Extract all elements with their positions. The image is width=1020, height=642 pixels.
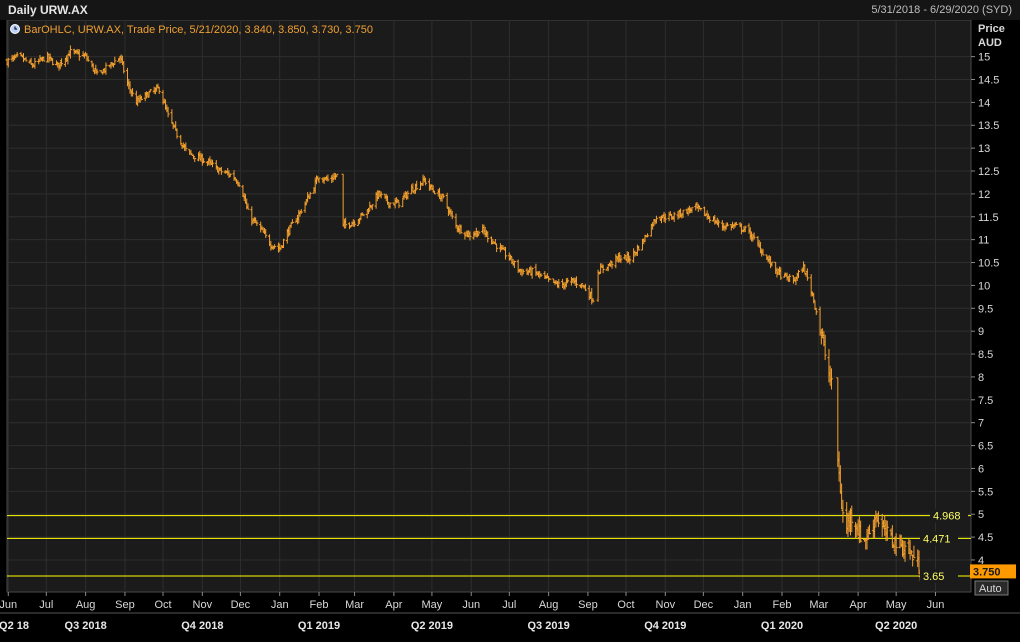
last-price-box: [970, 564, 1016, 579]
y-axis[interactable]: 4 4.5 5 5.5 6 6.5 7 7.5 8 8.5 9 9.5 10 10.5 11 11.5 12 12…: [971, 52, 999, 567]
x-quarter-label: Q4 2019: [644, 620, 686, 632]
chart-title: Daily URW.AX: [8, 3, 88, 17]
y-tick-label: 13: [978, 143, 990, 155]
y-tick-label: 8: [978, 372, 984, 384]
x-quarter-label: Q2 2019: [411, 620, 453, 632]
y-tick-label: 8.5: [978, 349, 993, 361]
x-month-label: Jun: [927, 599, 945, 611]
y-tick-label: 12: [978, 189, 990, 201]
x-month-label: Jun: [462, 599, 480, 611]
horizontal-line-label-bg: [920, 531, 958, 546]
x-axis[interactable]: Jun Jul Aug Sep Oct Nov Dec Jan Feb Mar Apr May Jun J…: [0, 592, 1020, 632]
x-month-label: Sep: [115, 599, 135, 611]
horizontal-line-label: 4.968: [933, 511, 961, 523]
x-month-label: Feb: [310, 599, 329, 611]
x-month-label: Jun: [0, 599, 17, 611]
auto-scale-label: Auto: [979, 583, 1002, 595]
price-chart[interactable]: BarOHLC, URW.AX, Trade Price, 5/21/2020,…: [0, 20, 1020, 642]
horizontal-line-label: 3.65: [923, 571, 944, 583]
y-tick-label: 10.5: [978, 258, 999, 270]
plot-area: [6, 20, 972, 593]
ohlc-bars: [5, 45, 924, 583]
y-tick-label: 7.5: [978, 395, 993, 407]
y-tick-label: 15: [978, 52, 990, 64]
x-month-label: Dec: [694, 599, 714, 611]
last-price-badge: 3.750: [970, 564, 1016, 579]
x-month-label: Apr: [385, 599, 402, 611]
y-tick-label: 13.5: [978, 120, 999, 132]
y-tick-label: 5.5: [978, 486, 993, 498]
horizontal-line-label-bg: [920, 568, 958, 583]
x-quarter-label: Q3 2019: [528, 620, 570, 632]
y-tick-label: 5: [978, 509, 984, 521]
gridlines: [7, 20, 971, 592]
last-price-value: 3.750: [973, 566, 1001, 578]
x-month-label: Aug: [539, 599, 559, 611]
x-month-label: Mar: [345, 599, 364, 611]
x-quarter-label: Q1 2019: [298, 620, 340, 632]
x-month-label: Mar: [809, 599, 828, 611]
x-month-label: Oct: [617, 599, 634, 611]
y-axis-title-price: Price: [978, 23, 1005, 35]
horizontal-lines[interactable]: [7, 515, 971, 577]
y-tick-label: 14.5: [978, 74, 999, 86]
x-quarter-label: Q3 2018: [65, 620, 107, 632]
y-tick-label: 4.5: [978, 532, 993, 544]
auto-scale-button[interactable]: [974, 580, 1009, 596]
y-tick-label: 4: [978, 555, 984, 567]
x-quarter-label: Q2 2020: [875, 620, 917, 632]
legend[interactable]: BarOHLC, URW.AX, Trade Price, 5/21/2020,…: [10, 24, 373, 36]
y-tick-label: 10: [978, 280, 990, 292]
y-tick-label: 11: [978, 235, 989, 247]
x-month-label: Oct: [154, 599, 171, 611]
x-month-label: Apr: [850, 599, 867, 611]
y-tick-label: 12.5: [978, 166, 999, 178]
x-month-label: Jul: [502, 599, 516, 611]
x-quarter-label: Q1 2020: [761, 620, 803, 632]
x-month-label: Aug: [76, 599, 96, 611]
y-tick-label: 14: [978, 97, 990, 109]
y-tick-label: 11.5: [978, 212, 999, 224]
date-range-label[interactable]: 5/31/2018 - 6/29/2020 (SYD): [871, 4, 1012, 16]
x-month-label: Feb: [773, 599, 792, 611]
x-month-label: May: [886, 599, 907, 611]
y-axis-title-currency: AUD: [978, 37, 1002, 49]
horizontal-line-label-bg: [930, 508, 968, 523]
x-month-label: May: [422, 599, 443, 611]
y-tick-label: 9.5: [978, 303, 993, 315]
y-tick-label: 9: [978, 326, 984, 338]
horizontal-line-labels: 4.968 4.471 3.65: [920, 508, 968, 583]
x-month-label: Dec: [231, 599, 251, 611]
chart-header: Daily URW.AX 5/31/2018 - 6/29/2020 (SYD): [0, 0, 1020, 20]
y-tick-label: 6.5: [978, 441, 993, 453]
y-tick-label: 7: [978, 418, 984, 430]
x-month-label: Jan: [734, 599, 752, 611]
horizontal-line-label: 4.471: [923, 533, 951, 545]
legend-text: BarOHLC, URW.AX, Trade Price, 5/21/2020,…: [24, 24, 373, 36]
x-quarter-label: Q2 18: [0, 620, 29, 632]
legend-clock-hands: [14, 26, 17, 30]
x-quarter-label: Q4 2018: [181, 620, 223, 632]
y-tick-label: 6: [978, 463, 984, 475]
x-month-label: Nov: [193, 599, 213, 611]
x-month-label: Sep: [578, 599, 598, 611]
x-month-label: Jan: [271, 599, 289, 611]
x-month-label: Nov: [656, 599, 676, 611]
x-month-label: Jul: [39, 599, 53, 611]
